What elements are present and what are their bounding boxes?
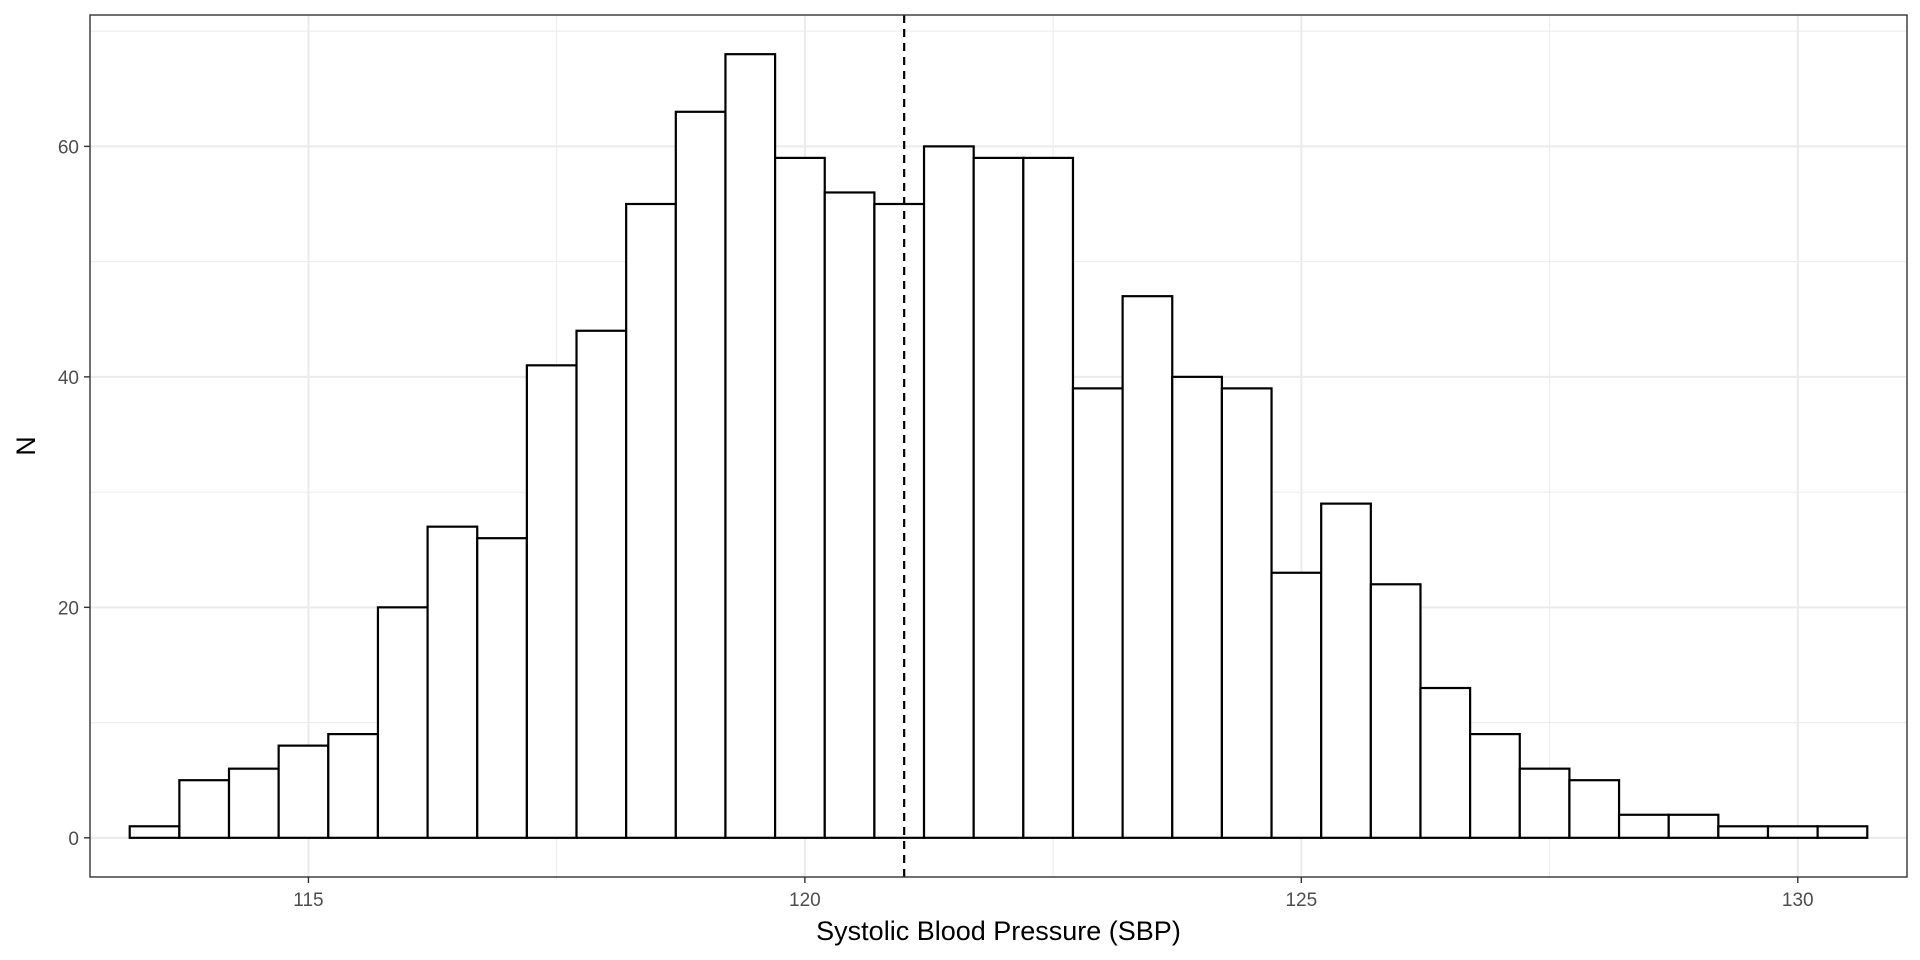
histogram-bar <box>1270 571 1323 839</box>
histogram-bar <box>1320 502 1372 839</box>
histogram-bar <box>1816 825 1869 839</box>
x-tick-label: 130 <box>1782 890 1814 911</box>
histogram-bar <box>1220 387 1273 839</box>
histogram-bar <box>575 329 628 839</box>
histogram-bar <box>128 825 181 839</box>
histogram-bar <box>1469 733 1521 839</box>
histogram-bar <box>972 156 1025 839</box>
histogram-bar <box>227 767 280 839</box>
y-tick-label: 20 <box>58 598 79 619</box>
y-tick-label: 40 <box>58 368 79 389</box>
x-tick-label: 120 <box>789 890 821 911</box>
x-axis-title: Systolic Blood Pressure (SBP) <box>816 916 1181 946</box>
histogram-bar <box>873 202 926 839</box>
histogram-bar <box>1518 767 1571 839</box>
histogram-bar <box>1568 779 1621 839</box>
y-tick-label: 60 <box>58 137 79 158</box>
histogram-bar <box>1667 813 1720 839</box>
histogram-bars <box>128 53 1869 839</box>
histogram-bar <box>1071 387 1124 839</box>
panel-border <box>89 14 1908 878</box>
y-axis-title: N <box>11 436 41 456</box>
histogram-bar <box>625 202 677 839</box>
histogram-bar <box>376 606 429 839</box>
histogram-bar <box>277 744 330 839</box>
x-tick-label: 125 <box>1285 890 1317 911</box>
histogram-bar <box>1369 583 1422 839</box>
y-axis: 0 20 40 60 <box>58 137 90 850</box>
histogram-bar <box>724 53 777 839</box>
histogram-bar <box>327 733 380 839</box>
y-tick-label: 0 <box>68 829 79 850</box>
histogram-bar <box>674 110 727 839</box>
histogram-bar <box>773 156 826 839</box>
histogram-bar <box>922 145 975 839</box>
x-tick-label: 115 <box>293 890 323 911</box>
histogram-bar <box>178 779 231 839</box>
histogram-bar <box>1022 156 1075 839</box>
histogram-bar <box>1717 825 1770 839</box>
histogram-bar <box>1171 375 1224 839</box>
histogram-bar <box>1766 825 1819 839</box>
histogram-bar <box>1121 295 1174 839</box>
x-axis: 115 120 125 130 <box>293 877 1814 911</box>
histogram-bar <box>426 525 479 839</box>
histogram-bar <box>1419 686 1472 839</box>
histogram-bar <box>823 191 876 839</box>
histogram-bar <box>1617 813 1670 839</box>
histogram-bar <box>476 537 528 839</box>
histogram-bar <box>525 364 578 839</box>
